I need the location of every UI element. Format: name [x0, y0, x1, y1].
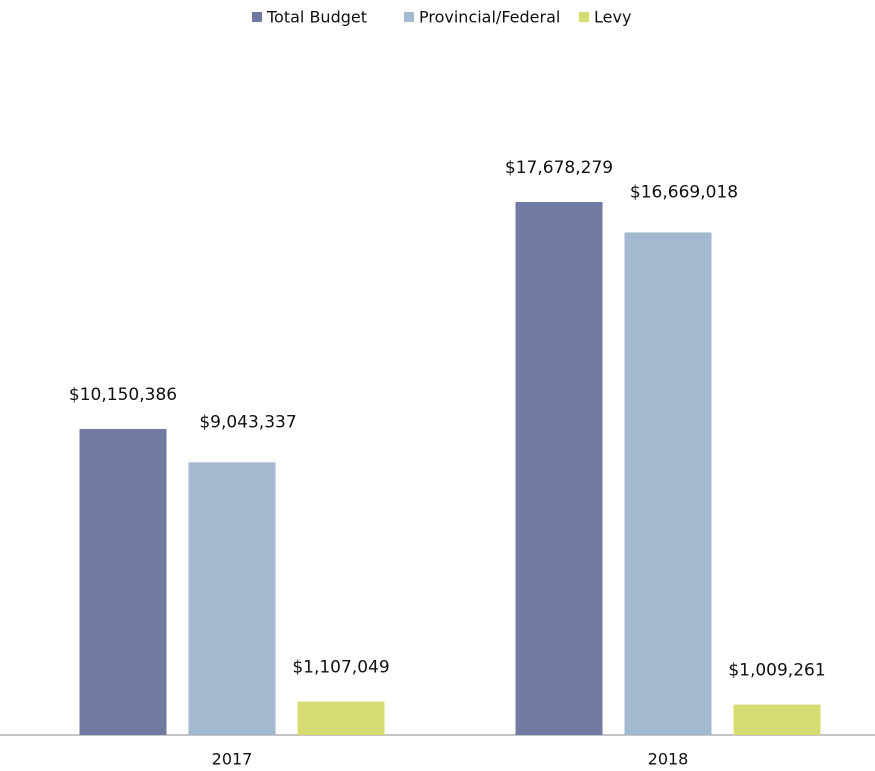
- bar: [515, 202, 603, 735]
- value-label: $10,150,386: [69, 385, 177, 405]
- bar: [188, 462, 276, 735]
- legend-label: Levy: [594, 8, 631, 27]
- legend-label: Provincial/Federal: [419, 8, 560, 27]
- bar: [624, 232, 712, 736]
- x-tick-label: 2018: [648, 750, 689, 769]
- legend-label: Total Budget: [266, 8, 367, 27]
- legend-swatch: [404, 12, 414, 22]
- value-label: $17,678,279: [505, 158, 613, 178]
- value-label: $9,043,337: [199, 412, 296, 432]
- bar: [297, 701, 385, 735]
- legend-swatch: [579, 12, 589, 22]
- bar: [79, 428, 167, 735]
- x-tick-label: 2017: [212, 750, 253, 769]
- value-label: $1,107,049: [292, 658, 389, 678]
- bar: [733, 704, 821, 735]
- value-label: $1,009,261: [728, 661, 825, 681]
- value-label: $16,669,018: [630, 182, 738, 202]
- legend-swatch: [252, 12, 262, 22]
